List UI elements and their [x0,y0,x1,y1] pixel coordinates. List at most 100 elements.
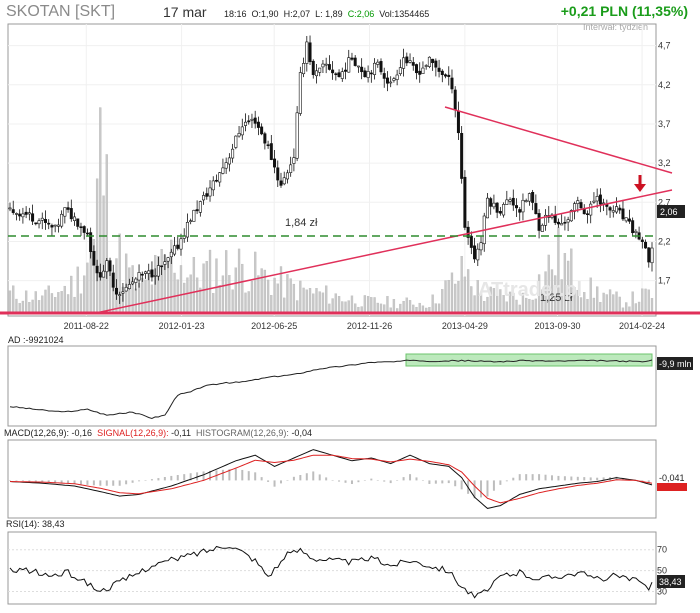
histogram-bar [550,475,553,481]
candle-body [185,222,189,238]
volume-bar [625,302,628,314]
histogram-bar [376,480,379,481]
histogram-bar [344,480,347,483]
histogram-bar [454,480,457,487]
volume-bar [299,280,302,314]
rsi-tick-label: 70 [657,545,667,555]
volume-bar [212,293,215,314]
volume-bar [63,285,66,314]
volume-bar [257,275,260,314]
upper-trendline [444,106,673,174]
volume-bar [531,299,534,314]
candle-body [247,120,251,123]
candle-body [337,72,341,78]
last-price-badge: 2,06 [657,205,685,218]
candle-body [66,207,70,210]
candle-body [224,162,228,169]
candle-body [634,230,638,233]
histogram-bar [621,478,624,481]
x-tick-label: 2012-11-26 [347,321,392,331]
histogram-bar [21,480,24,482]
rsi-line [9,545,653,599]
volume-bar [312,293,315,314]
histogram-bar [370,478,373,481]
volume-bar [347,300,350,314]
candle-body [347,57,351,73]
volume-label: Vol:1354465 [379,9,430,19]
candle-body [231,148,235,159]
volume-bar [450,272,454,314]
candle-body [98,272,102,278]
candle-body [227,157,231,165]
candle-body [211,180,215,191]
candle-body [553,214,557,223]
candle-body [147,270,151,274]
volume-bar [321,292,325,314]
volume-bar [650,298,654,314]
volume-bar [95,178,99,314]
candle-body [102,270,106,278]
histogram-bar [99,480,102,486]
histogram-bar [41,480,44,483]
candle-body [321,63,325,68]
candle-body [489,198,493,207]
histogram-bar [60,480,63,484]
candle-body [140,273,144,276]
candle-body [540,224,544,232]
candle-body [408,60,412,63]
volume-bar [596,286,599,314]
candle-body [244,121,248,126]
candle-body [427,56,431,67]
histogram-bar [138,480,141,482]
candle-body [563,221,567,224]
candle-body [114,287,118,295]
histogram-bar [286,480,289,481]
lower-trendline [95,189,673,314]
signal-value: -0,11 [171,428,192,438]
candle-body [256,121,260,128]
histogram-bar [641,480,644,482]
candle-body [237,133,241,137]
candle-body [340,71,344,79]
histogram-bar [602,477,605,481]
candle-body [611,210,615,213]
ohlc-stats: 18:16 O:1,90 H:2,07 L: 1,89 C:2,06 Vol:1… [224,9,429,19]
candle-body [269,143,273,160]
volume-bar [31,299,34,314]
ad-label: AD :-9921024 [8,335,64,345]
candle-body [592,200,596,203]
candle-body [447,74,451,77]
volume-bar [647,289,650,314]
volume-bar [641,288,644,314]
candle-body [650,247,654,264]
candle-body [250,118,254,121]
volume-bar [334,293,337,314]
volume-bar [637,301,641,314]
bottom-annotation: 1,25 zł [540,292,573,304]
candle-body [334,73,338,76]
candle-body [579,202,583,209]
candle-body [24,211,28,215]
histogram-bar [15,480,18,481]
candle-body [95,265,99,274]
volume-bar [73,296,76,314]
candle-body [360,66,364,73]
candle-body [631,220,635,234]
histogram-bar [615,476,618,481]
volume-bar [173,272,176,314]
volume-bar [47,285,50,314]
volume-bar [618,296,621,314]
volume-bar [408,300,412,314]
candle-body [276,167,280,181]
histogram-bar [518,474,521,481]
histogram-bar [112,480,115,486]
volume-bars [8,107,654,314]
volume-bar [70,275,73,314]
volume-bar [463,276,467,314]
volume-bar [615,291,618,314]
price-change: +0,21 PLN (11,35%) [560,3,688,19]
volume-bar [308,288,312,314]
volume-bar [102,195,105,314]
signal-line [9,454,653,504]
